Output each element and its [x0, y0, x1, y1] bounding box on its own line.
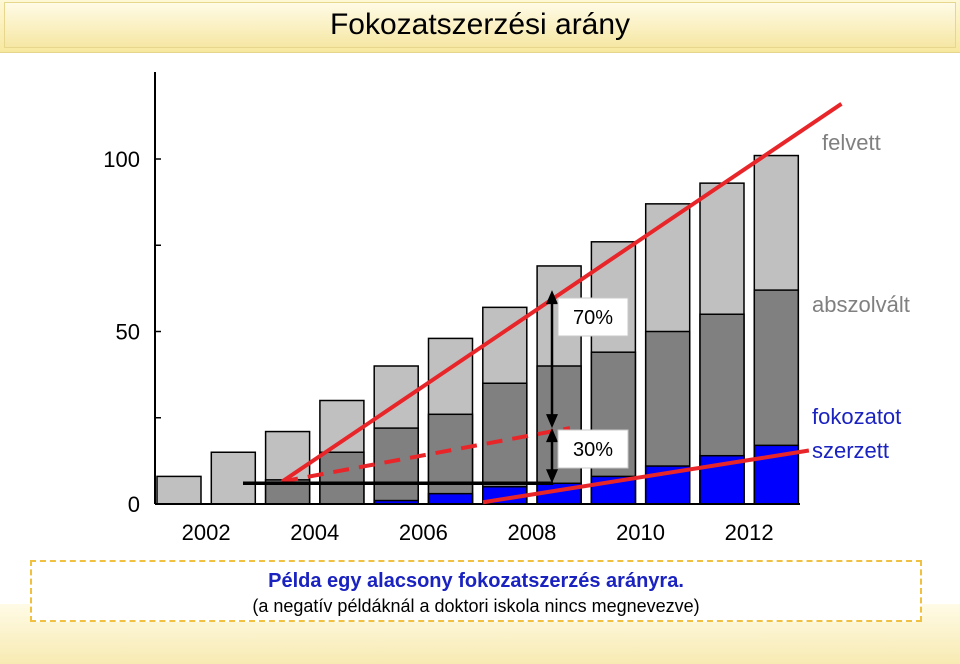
- bar-felvett-2002: [156, 475, 202, 505]
- annotation-70-box: [557, 297, 629, 337]
- chart: 0 50 100 2002 2004 2006 2008 2010 2012 70% 30% felv…: [103, 72, 910, 545]
- arrow-upper-head-top: [546, 290, 558, 305]
- trend-fokozatot: [482, 448, 810, 505]
- trend-felvett: [281, 102, 843, 484]
- labels-layer: 0 50 100 2002 2004 2006 2008 2010 2012 70% 30% felv…: [103, 130, 910, 545]
- legend-szerzett: szerzett: [812, 438, 889, 463]
- x-tick-label-2012: 2012: [725, 520, 774, 545]
- annotation-30-box: [557, 429, 629, 469]
- legend-felvett: felvett: [822, 130, 881, 155]
- trend-layer: [243, 102, 843, 505]
- axes-layer: [154, 72, 800, 505]
- legend-abszolvalt: abszolvált: [812, 292, 910, 317]
- x-tick-label-2002: 2002: [182, 520, 231, 545]
- y-tick-label-0: 0: [128, 492, 140, 517]
- y-tick-label-50: 50: [116, 320, 140, 345]
- bar-abszolvalt-2006: [373, 427, 419, 505]
- x-tick-label-2008: 2008: [507, 520, 556, 545]
- caption-note: (a negatív példáknál a doktori iskola ni…: [252, 596, 700, 616]
- bar-felvett-2003: [210, 451, 257, 505]
- bar-abszolvalt-2007: [427, 413, 474, 505]
- bar-fokozatot-2007: [427, 492, 474, 505]
- x-tick-label-2010: 2010: [616, 520, 665, 545]
- title-bar: Fokozatszerzési arány: [0, 0, 960, 53]
- x-tick-label-2006: 2006: [399, 520, 448, 545]
- legend-fokozatot: fokozatot: [812, 404, 901, 429]
- page-title: Fokozatszerzési arány: [329, 8, 631, 41]
- caption-main: Példa egy alacsony fokozatszerzés arányr…: [268, 570, 684, 592]
- bars-layer: [156, 154, 800, 505]
- annotation-30: 30%: [573, 439, 613, 461]
- arrow-upper-head-bottom: [546, 414, 558, 429]
- caption-box: Példa egy alacsony fokozatszerzés arányr…: [30, 560, 922, 622]
- bar-abszolvalt-2005: [319, 451, 365, 505]
- annotation-70: 70%: [573, 307, 613, 329]
- arrow-lower-head-top: [546, 428, 558, 443]
- title-frame: [4, 2, 956, 48]
- trend-abszolvalt: [281, 426, 571, 484]
- arrow-lower-head-bottom: [546, 469, 558, 484]
- x-tick-label-2004: 2004: [290, 520, 339, 545]
- y-tick-label-100: 100: [103, 147, 140, 172]
